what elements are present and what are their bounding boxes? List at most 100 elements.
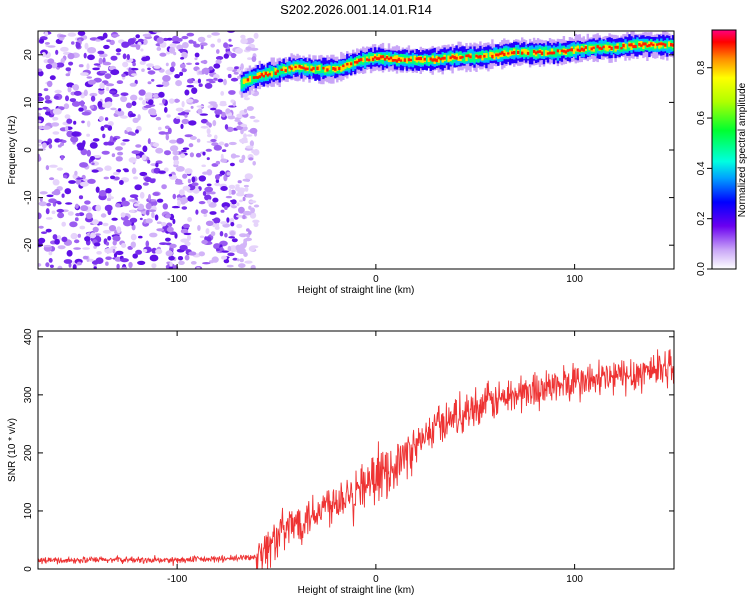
ridge-cell — [385, 56, 389, 59]
noise-speckle — [178, 48, 187, 52]
noise-speckle — [201, 164, 206, 168]
noise-speckle — [162, 203, 168, 210]
noise-speckle — [77, 31, 86, 36]
noise-speckle — [78, 64, 84, 68]
noise-speckle — [63, 103, 70, 110]
noise-speckle — [221, 250, 229, 253]
ridge-cell — [469, 55, 472, 59]
ridge-cell — [417, 57, 420, 61]
noise-speckle — [45, 217, 53, 220]
noise-speckle — [250, 264, 256, 269]
y-tick-label: 20 — [23, 49, 34, 61]
noise-speckle — [211, 256, 219, 263]
noise-speckle — [131, 150, 141, 155]
noise-speckle — [198, 175, 206, 182]
noise-speckle — [197, 108, 203, 115]
noise-speckle — [225, 108, 231, 115]
ridge-cell — [670, 43, 673, 47]
noise-speckle — [171, 205, 180, 209]
ridge-cell — [554, 47, 558, 58]
noise-speckle — [127, 38, 136, 45]
noise-speckle — [202, 151, 206, 156]
ridge-cell — [556, 49, 560, 53]
noise-speckle — [240, 34, 246, 39]
noise-speckle — [120, 95, 128, 103]
noise-speckle — [141, 154, 147, 161]
ridge-cell — [530, 48, 534, 57]
noise-speckle — [230, 52, 237, 59]
ridge-cell — [550, 48, 554, 55]
noise-speckle — [215, 179, 220, 184]
ridge-cell — [433, 58, 436, 62]
noise-speckle — [122, 139, 130, 142]
noise-speckle — [38, 70, 44, 77]
noise-speckle — [199, 235, 205, 239]
ridge-cell — [672, 43, 674, 47]
noise-speckle — [86, 149, 92, 157]
noise-speckle — [110, 175, 116, 180]
ridge-cell — [322, 66, 325, 70]
ridge-cell — [477, 55, 480, 59]
noise-speckle — [243, 108, 248, 113]
noise-speckle — [103, 176, 110, 180]
noise-speckle — [242, 178, 250, 182]
noise-speckle — [71, 84, 78, 90]
noise-speckle — [128, 157, 137, 163]
noise-speckle — [98, 221, 103, 225]
colorbar-tick-label: 0.8 — [696, 60, 707, 74]
noise-speckle — [67, 32, 77, 37]
noise-speckle — [80, 72, 89, 76]
noise-speckle — [108, 121, 114, 127]
ridge-cell — [312, 67, 315, 70]
ridge-cell — [324, 66, 327, 73]
noise-speckle — [41, 142, 47, 149]
noise-speckle — [200, 118, 208, 124]
ridge-cell — [632, 45, 635, 48]
noise-speckle — [243, 133, 247, 139]
noise-speckle — [78, 107, 84, 112]
ridge-cell — [441, 57, 444, 63]
ridge-cell — [652, 43, 655, 47]
noise-speckle — [138, 235, 143, 239]
noise-speckle — [43, 88, 49, 92]
noise-speckle — [246, 134, 253, 137]
snr-panel: -100 0 100 0 100 200 300 400 Height of straigh… — [7, 328, 675, 596]
ridge-cell — [308, 64, 311, 74]
noise-speckle — [155, 162, 159, 168]
ridge-cell — [276, 69, 279, 73]
noise-speckle — [175, 116, 180, 119]
ridge-cell — [642, 42, 645, 46]
noise-speckle — [176, 137, 184, 144]
ridge-cell — [505, 51, 508, 56]
noise-speckle — [210, 191, 216, 195]
noise-speckle — [164, 125, 170, 130]
colorbar-tick-label: 0.2 — [696, 211, 707, 225]
noise-speckle — [38, 96, 45, 102]
noise-speckle — [97, 50, 105, 55]
ridge-cell — [367, 58, 371, 62]
ridge-cell — [499, 52, 502, 55]
ridge-cell — [509, 50, 512, 57]
ridge-cell — [524, 49, 528, 55]
noise-speckle — [112, 235, 121, 242]
noise-speckle — [184, 241, 191, 247]
noise-speckle — [229, 162, 235, 167]
noise-speckle — [237, 180, 242, 184]
noise-speckle — [168, 266, 174, 269]
noise-speckle — [90, 95, 96, 102]
ridge-cell — [320, 63, 323, 73]
noise-speckle — [126, 102, 132, 109]
noise-speckle — [206, 34, 212, 38]
noise-speckle — [230, 77, 239, 82]
ridge-cell — [443, 56, 446, 60]
noise-speckle — [75, 179, 82, 185]
ridge-cell — [497, 53, 500, 57]
noise-speckle — [156, 221, 162, 224]
noise-speckle — [123, 219, 132, 227]
ridge-cell — [242, 78, 246, 84]
noise-speckle — [208, 202, 217, 208]
noise-speckle — [147, 209, 157, 212]
noise-speckle — [214, 134, 218, 140]
noise-speckle — [193, 43, 201, 48]
noise-speckle — [190, 105, 194, 109]
